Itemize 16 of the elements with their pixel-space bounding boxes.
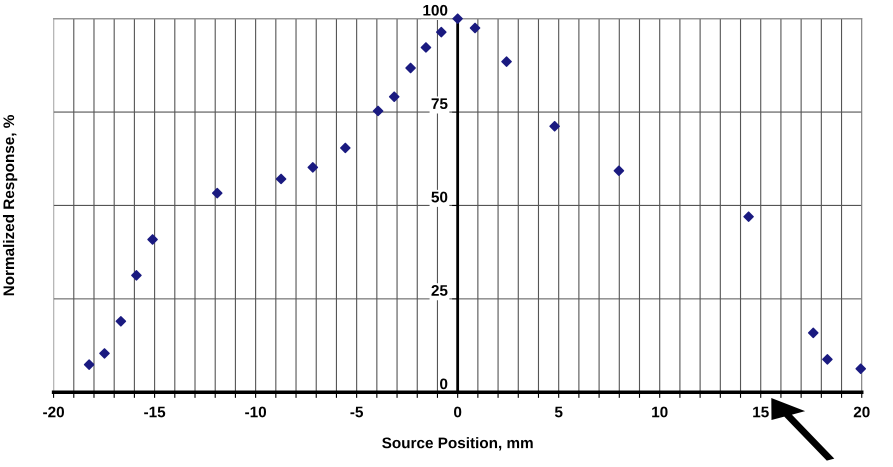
y-tick-label: 50	[431, 192, 448, 202]
x-tick-label: 10	[652, 406, 668, 418]
x-tick-label: -10	[245, 406, 266, 418]
x-axis-title: Source Position, mm	[382, 437, 533, 451]
y-tick-label: 100	[423, 4, 448, 16]
x-tick-label: 15	[753, 406, 769, 418]
x-tick-label: 5	[554, 406, 563, 418]
x-tick-label: -5	[350, 406, 364, 418]
y-tick-label: 25	[431, 285, 448, 296]
x-tick-label: -20	[43, 406, 64, 418]
x-tick-label: -15	[144, 406, 166, 418]
x-tick-label: 20	[854, 406, 870, 418]
y-axis-title: Normalized Response, %	[2, 115, 18, 296]
y-tick-label: 0	[440, 378, 448, 390]
x-tick-label: 0	[454, 406, 462, 418]
y-tick-label: 75	[432, 98, 448, 110]
